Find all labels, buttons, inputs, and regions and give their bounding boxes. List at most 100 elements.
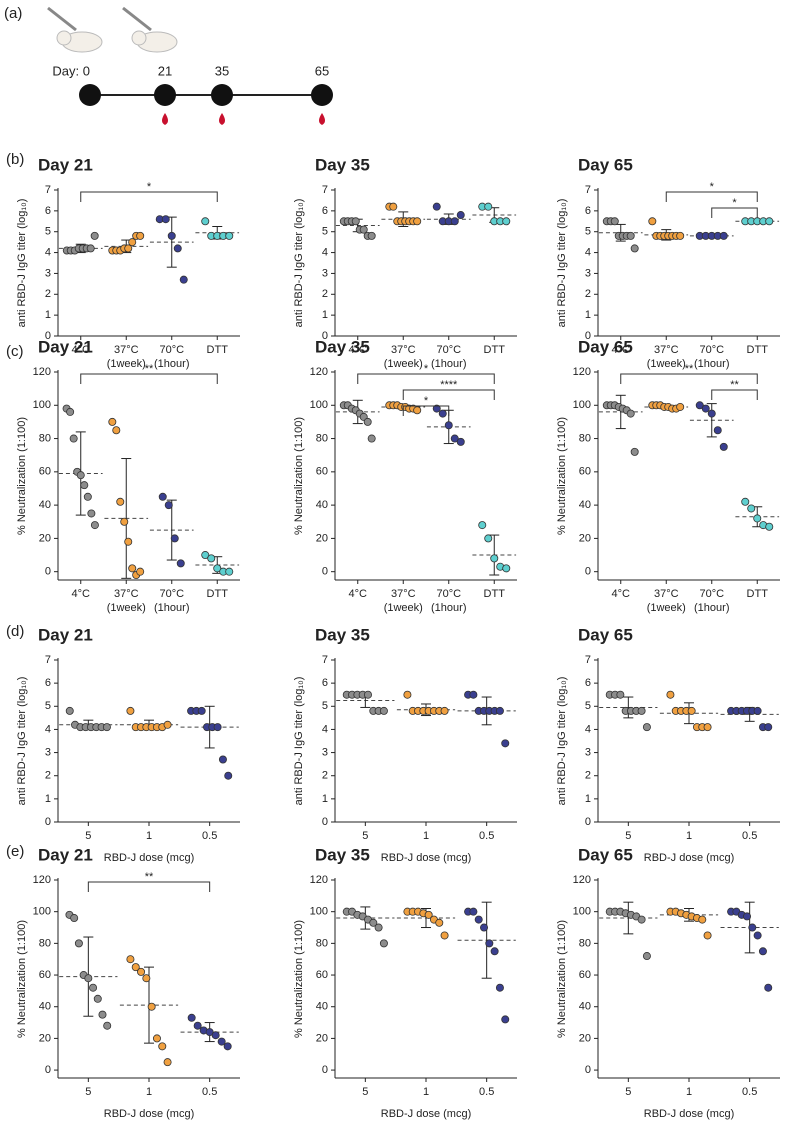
- data-point: [495, 983, 504, 992]
- data-point: [719, 442, 728, 451]
- data-point: [158, 492, 167, 501]
- x-axis-label: RBD-J dose (mcg): [104, 852, 194, 864]
- data-point: [80, 481, 89, 490]
- data-point: [707, 409, 716, 418]
- significance-label: *: [732, 197, 737, 209]
- y-tick-label: 6: [322, 205, 328, 217]
- data-point: [626, 409, 635, 418]
- data-point: [379, 939, 388, 948]
- data-point: [103, 1021, 112, 1030]
- data-point: [211, 1031, 220, 1040]
- y-tick-label: 20: [316, 1032, 328, 1044]
- y-tick-label: 0: [45, 816, 51, 828]
- data-point: [478, 521, 487, 530]
- data-point: [351, 217, 360, 226]
- y-tick-label: 4: [585, 723, 591, 735]
- y-tick-label: 60: [316, 466, 328, 478]
- data-point: [207, 554, 216, 563]
- x-tick-label: 70°C (1hour): [694, 344, 729, 370]
- y-tick-label: 20: [579, 532, 591, 544]
- x-tick-label: 70°C (1hour): [431, 588, 466, 614]
- x-tick-label: 5: [625, 1086, 631, 1098]
- data-point: [217, 1037, 226, 1046]
- significance-label: **: [730, 379, 739, 391]
- data-point: [469, 690, 478, 699]
- y-axis-label: % Neutralization (1:100): [293, 417, 305, 535]
- y-tick-label: 3: [45, 267, 51, 279]
- data-point: [703, 931, 712, 940]
- x-axis-label: RBD-J dose (mcg): [381, 852, 471, 864]
- significance-label: *: [424, 395, 429, 407]
- data-point: [432, 404, 441, 413]
- data-point: [501, 1015, 510, 1024]
- y-tick-label: 20: [39, 1032, 51, 1044]
- data-point: [363, 690, 372, 699]
- data-point: [126, 955, 135, 964]
- data-point: [223, 1042, 232, 1051]
- x-axis-label: RBD-J dose (mcg): [644, 1108, 734, 1120]
- timeline-node: [79, 84, 101, 106]
- data-point: [363, 417, 372, 426]
- panel-label: (c): [6, 343, 24, 360]
- y-tick-label: 4: [322, 723, 328, 735]
- data-point: [642, 952, 651, 961]
- y-axis-label: % Neutralization (1:100): [293, 920, 305, 1038]
- data-point: [179, 275, 188, 284]
- y-tick-label: 0: [322, 566, 328, 578]
- chart-title: Day 35: [315, 625, 370, 644]
- y-tick-label: 20: [316, 532, 328, 544]
- x-axis-label: RBD-J dose (mcg): [381, 1108, 471, 1120]
- chart-title: Day 35: [315, 337, 370, 356]
- data-point: [502, 564, 511, 573]
- x-tick-label: DTT: [747, 344, 769, 356]
- y-tick-label: 6: [45, 677, 51, 689]
- x-tick-label: 0.5: [202, 1086, 217, 1098]
- timeline-day: 21: [158, 63, 172, 78]
- significance-label: *: [424, 363, 429, 375]
- significance-bracket: [402, 389, 495, 400]
- data-point: [485, 939, 494, 948]
- data-point: [743, 912, 752, 921]
- significance-label: **: [145, 871, 154, 883]
- data-point: [136, 567, 145, 576]
- y-tick-label: 0: [45, 1064, 51, 1076]
- data-point: [490, 947, 499, 956]
- significance-bracket: [620, 373, 758, 384]
- data-point: [224, 771, 233, 780]
- y-tick-label: 120: [33, 874, 51, 886]
- data-point: [124, 244, 133, 253]
- y-tick-label: 3: [322, 267, 328, 279]
- data-point: [444, 421, 453, 430]
- y-tick-label: 1: [45, 309, 51, 321]
- x-tick-label: 1: [146, 830, 152, 842]
- data-point: [84, 974, 93, 983]
- x-tick-label: 5: [362, 830, 368, 842]
- y-tick-label: 120: [33, 366, 51, 378]
- data-point: [367, 434, 376, 443]
- y-tick-label: 100: [310, 906, 328, 918]
- data-point: [167, 231, 176, 240]
- y-axis-label: % Neutralization (1:100): [556, 417, 568, 535]
- y-tick-label: 6: [45, 205, 51, 217]
- data-point: [90, 231, 99, 240]
- data-point: [469, 907, 478, 916]
- data-point: [676, 402, 685, 411]
- y-tick-label: 4: [45, 246, 51, 258]
- y-tick-label: 100: [33, 399, 51, 411]
- chart-title: Day 65: [578, 845, 633, 864]
- y-tick-label: 60: [579, 969, 591, 981]
- data-point: [764, 983, 773, 992]
- data-point: [83, 492, 92, 501]
- significance-bracket: [665, 191, 758, 202]
- data-point: [197, 706, 206, 715]
- data-point: [108, 417, 117, 426]
- y-tick-label: 80: [579, 937, 591, 949]
- data-point: [163, 720, 172, 729]
- x-tick-label: 37°C (1week): [107, 344, 146, 370]
- panel-label: (a): [4, 5, 22, 22]
- significance-label: **: [685, 363, 694, 375]
- x-tick-label: 70°C (1hour): [694, 588, 729, 614]
- y-axis-label: anti RBD-J IgG titer (log₁₀): [293, 677, 305, 806]
- y-tick-label: 4: [45, 723, 51, 735]
- y-tick-label: 5: [585, 226, 591, 238]
